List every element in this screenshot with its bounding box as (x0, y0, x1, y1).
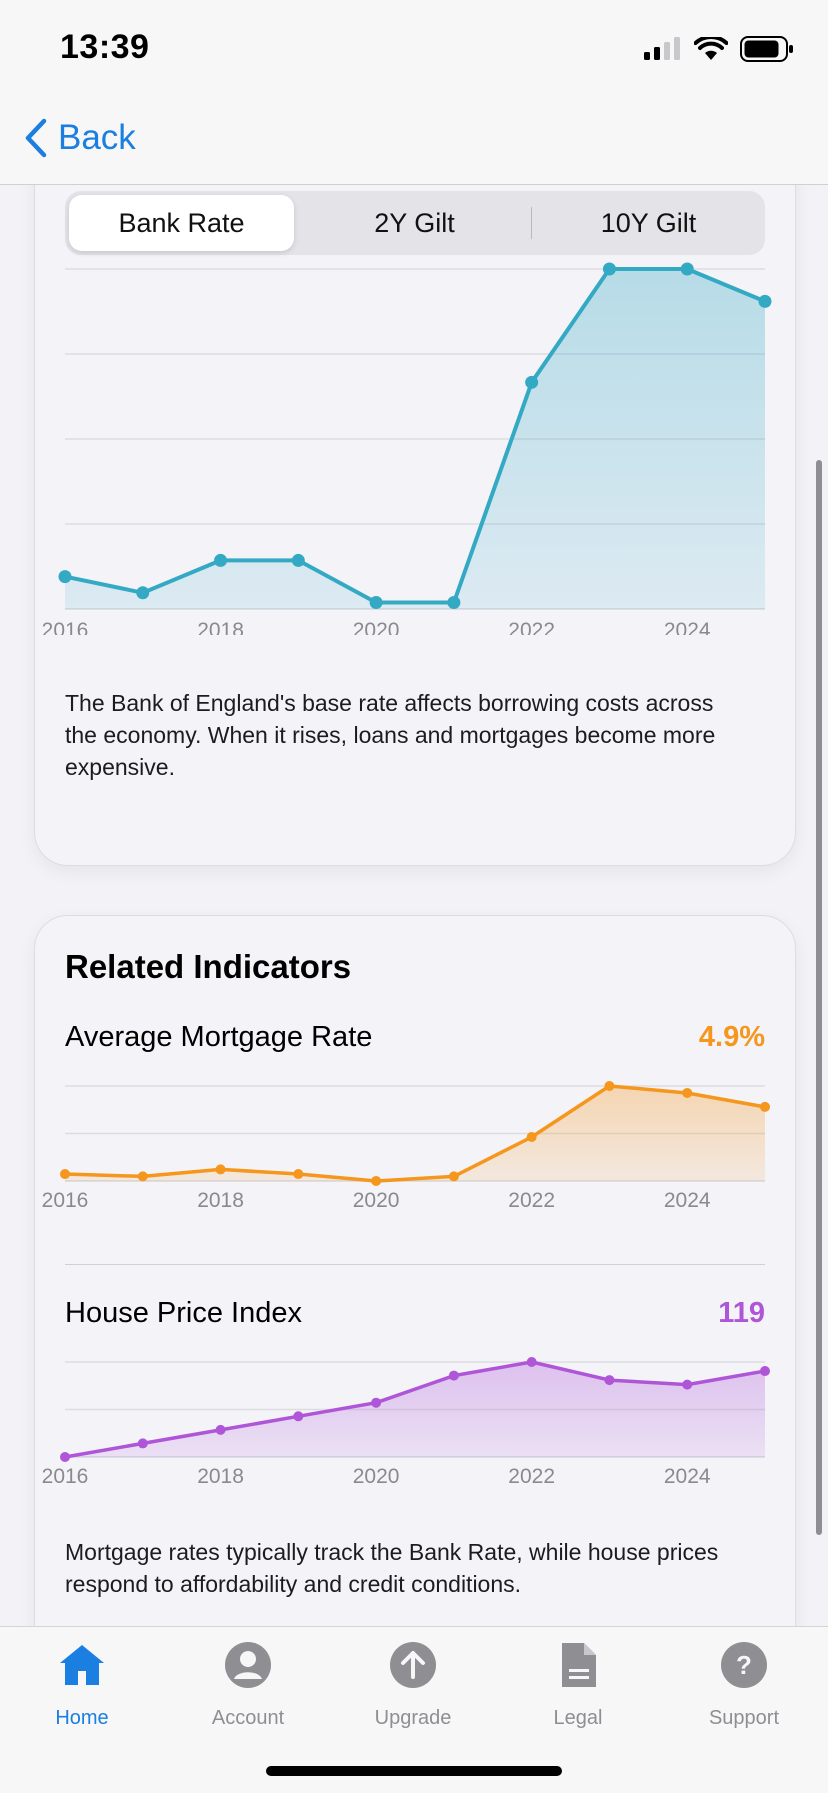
tab-10y-gilt[interactable]: 10Y Gilt (600, 207, 697, 238)
tab-support[interactable]: ? Support (684, 1641, 804, 1730)
tab-home-label: Home (55, 1707, 109, 1729)
home-indicator (266, 1766, 562, 1776)
related-title: Related Indicators (65, 948, 352, 985)
bank-rate-area (65, 269, 765, 609)
related-indicators-card: Related Indicators Average Mortgage Rate… (34, 915, 796, 1626)
bank-rate-tick-label: 2018 (197, 619, 244, 635)
mortgage-tick-label: 2018 (197, 1189, 244, 1211)
status-icons (644, 36, 794, 62)
tab-upgrade[interactable]: Upgrade (353, 1641, 473, 1730)
status-bar: 13:39 (0, 0, 828, 100)
mortgage-line (63, 1084, 767, 1183)
mortgage-rate-label: Average Mortgage Rate (65, 1021, 373, 1053)
bank-rate-tick-label: 2022 (508, 619, 555, 635)
house-price-point (760, 1366, 770, 1377)
house-price-tick-label: 2016 (42, 1465, 89, 1487)
bank-rate-point (369, 596, 383, 610)
rate-segmented-control[interactable]: Bank Rate 2Y Gilt 10Y Gilt (65, 191, 765, 255)
bank-rate-point (136, 586, 150, 600)
status-time: 13:39 (60, 28, 150, 66)
mortgage-point (215, 1164, 226, 1175)
house-price-tick-label: 2018 (197, 1465, 244, 1487)
mortgage-rate-chart: 2016 2018 2020 2022 2024 (42, 1081, 770, 1211)
upgrade-icon (390, 1642, 436, 1688)
bank-rate-point (447, 596, 461, 610)
house-price-tick-label: 2024 (664, 1465, 711, 1487)
house-price-area (65, 1362, 765, 1457)
house-price-point (371, 1397, 382, 1408)
wifi-icon (694, 37, 728, 60)
rate-chart-card: Bank Rate 2Y Gilt 10Y Gilt 2016 2018 2020 2… (34, 184, 796, 866)
tab-upgrade-label: Upgrade (374, 1707, 452, 1729)
tab-home[interactable]: Home (22, 1641, 142, 1730)
bank-rate-line (63, 267, 767, 605)
house-price-point (604, 1375, 615, 1386)
house-price-point (526, 1357, 537, 1367)
house-price-point (682, 1379, 693, 1390)
scroll-content[interactable]: Bank Rate 2Y Gilt 10Y Gilt 2016 2018 2020 2… (0, 184, 828, 1626)
bank-rate-tick-label: 2020 (353, 619, 400, 635)
house-price-point (293, 1411, 304, 1422)
bank-rate-point (525, 375, 539, 389)
house-price-label: House Price Index (65, 1297, 302, 1329)
house-price-point (448, 1370, 459, 1381)
bank-rate-point (680, 262, 694, 276)
battery-icon (740, 36, 793, 62)
bank-rate-tick-label: 2016 (42, 619, 89, 635)
rate-description: The Bank of England's base rate affects … (65, 690, 716, 780)
bank-rate-chart: 2016 2018 2020 2022 2024 (42, 262, 772, 635)
scrollbar[interactable] (816, 460, 822, 1535)
mortgage-tick-label: 2016 (42, 1189, 89, 1211)
back-button[interactable]: Back (24, 118, 136, 158)
tab-bar: Home Account Upgrade Legal ? Support (0, 1626, 828, 1793)
mortgage-rate-value: 4.9% (698, 1021, 765, 1053)
house-price-value: 119 (718, 1297, 765, 1329)
house-price-line (63, 1360, 767, 1459)
tab-bank-rate[interactable]: Bank Rate (69, 195, 294, 251)
tab-legal-label: Legal (553, 1707, 603, 1729)
tab-account[interactable]: Account (188, 1641, 308, 1730)
house-price-chart: 2016 2018 2020 2022 2024 (42, 1357, 770, 1487)
mortgage-point (448, 1171, 459, 1182)
home-icon (60, 1645, 104, 1685)
mortgage-point (137, 1171, 148, 1182)
house-price-tick-label: 2022 (508, 1465, 555, 1487)
mortgage-point (682, 1087, 693, 1098)
house-price-tick-label: 2020 (353, 1465, 400, 1487)
svg-text:?: ? (736, 1650, 752, 1680)
mortgage-point (604, 1081, 615, 1091)
chevron-left-icon (25, 118, 47, 158)
mortgage-point (760, 1101, 770, 1112)
tab-2y-gilt[interactable]: 2Y Gilt (374, 207, 455, 238)
tab-legal[interactable]: Legal (518, 1641, 638, 1730)
bank-rate-tick-label: 2024 (664, 619, 711, 635)
related-description: Mortgage rates typically track the Bank … (65, 1539, 719, 1597)
indicator-divider (65, 1264, 765, 1265)
mortgage-area (65, 1086, 765, 1181)
mortgage-tick-label: 2022 (508, 1189, 555, 1211)
house-price-point (137, 1438, 148, 1449)
mortgage-point (293, 1169, 304, 1180)
mortgage-tick-label: 2024 (664, 1189, 711, 1211)
bank-rate-point (214, 553, 228, 567)
house-price-point (215, 1424, 226, 1435)
mortgage-tick-label: 2020 (353, 1189, 400, 1211)
bank-rate-point (58, 570, 72, 584)
legal-icon (562, 1643, 596, 1687)
house-price-point (60, 1452, 70, 1462)
tab-account-label: Account (211, 1707, 285, 1729)
back-label: Back (58, 118, 136, 157)
cellular-signal-icon (644, 37, 680, 60)
mortgage-point (371, 1176, 382, 1186)
mortgage-point (526, 1131, 537, 1142)
segment-separator (531, 207, 532, 239)
mortgage-point (60, 1169, 70, 1180)
tab-support-label: Support (708, 1707, 780, 1729)
bank-rate-point (291, 553, 305, 567)
account-icon (225, 1642, 271, 1688)
bank-rate-point (602, 262, 616, 276)
support-icon: ? (721, 1642, 767, 1688)
navigation-bar: Back (0, 100, 828, 185)
bank-rate-point (758, 294, 772, 308)
